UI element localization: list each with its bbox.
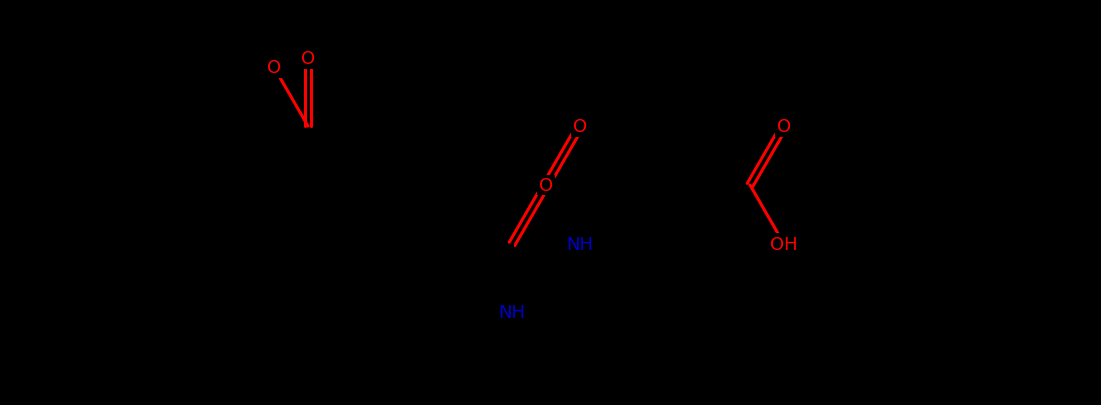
Text: O: O: [266, 59, 281, 77]
Text: O: O: [573, 118, 587, 136]
Text: O: O: [538, 177, 553, 194]
Text: NH: NH: [567, 235, 593, 253]
Text: O: O: [301, 50, 315, 68]
Text: OH: OH: [771, 235, 798, 253]
Text: NH: NH: [499, 303, 525, 321]
Text: O: O: [777, 118, 791, 136]
